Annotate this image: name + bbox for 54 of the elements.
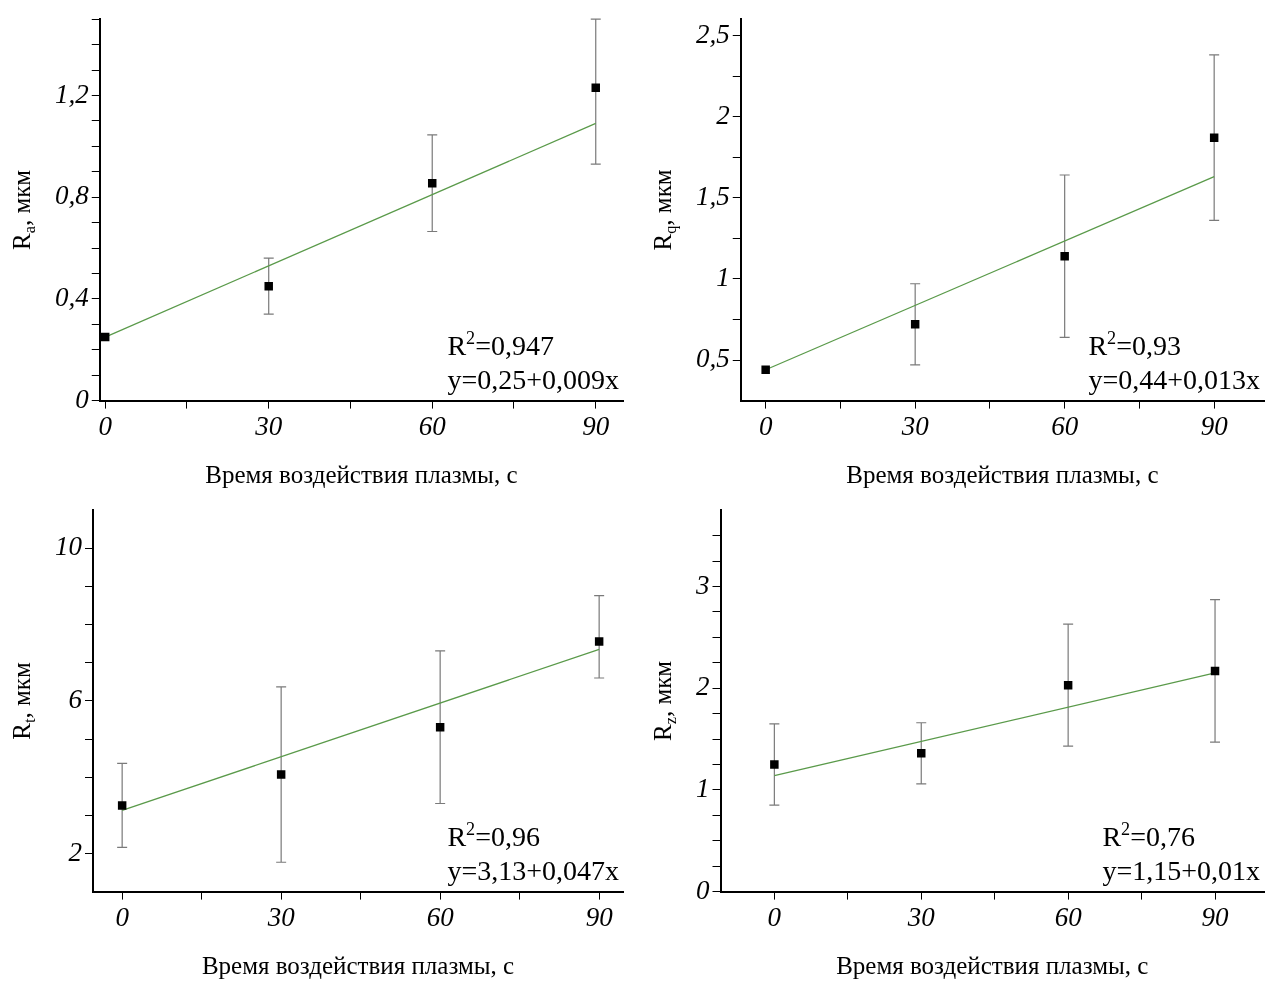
point: [770, 760, 779, 769]
x-axis-title: Время воздействия плазмы, с: [205, 461, 518, 488]
y-tick-label: 2,5: [696, 18, 730, 49]
point: [761, 365, 770, 375]
x-tick-label: 30: [906, 901, 936, 932]
annotation: y=0,44+0,013x: [1088, 363, 1261, 395]
point: [264, 281, 273, 291]
y-axis-title: Ra, мкм: [8, 169, 39, 250]
x-tick-label: 0: [758, 410, 773, 441]
x-tick-label: 90: [1201, 901, 1230, 932]
x-axis-title: Время воздействия плазмы, с: [836, 952, 1149, 979]
point: [917, 749, 926, 758]
y-tick-label: 0: [75, 383, 90, 414]
x-tick-label: 60: [1054, 901, 1083, 932]
y-tick-label: 10: [55, 531, 83, 562]
y-tick-label: 0,4: [55, 281, 89, 312]
y-tick-label: 1,5: [696, 180, 730, 211]
x-axis-title: Время воздействия плазмы, с: [201, 952, 515, 979]
x-tick-label: 90: [582, 410, 610, 441]
x-tick-label: 0: [115, 901, 130, 932]
x-tick-label: 60: [418, 410, 447, 441]
y-tick-label: 6: [68, 683, 83, 714]
annotation: y=0,25+0,009x: [447, 363, 620, 395]
x-tick-label: 60: [1051, 410, 1079, 441]
x-axis-title: Время воздействия плазмы, с: [846, 461, 1159, 488]
y-tick-label: 1: [696, 772, 710, 803]
y-axis-title: Rz, мкм: [649, 660, 680, 741]
x-tick-label: 90: [585, 901, 614, 932]
annotation: y=1,15+0,01x: [1102, 854, 1261, 886]
x-tick-label: 30: [254, 410, 283, 441]
point: [1209, 133, 1219, 142]
x-tick-label: 90: [1200, 410, 1229, 441]
point: [117, 801, 127, 810]
y-axis-title: Rt, мкм: [8, 661, 39, 740]
y-axis-title: Rq, мкм: [649, 169, 680, 251]
y-tick-label: 2: [696, 671, 710, 702]
x-tick-label: 30: [266, 901, 296, 932]
point: [594, 637, 604, 646]
point: [1060, 251, 1069, 261]
y-tick-label: 0,8: [55, 180, 90, 211]
y-tick-label: 0: [696, 874, 710, 905]
y-tick-label: 3: [695, 569, 710, 600]
y-tick-label: 1,2: [55, 78, 89, 109]
point: [276, 770, 286, 779]
y-tick-label: 0,5: [696, 343, 730, 374]
annotation: y=3,13+0,047x: [447, 854, 620, 886]
point: [910, 320, 920, 329]
x-tick-label: 30: [900, 410, 930, 441]
x-tick-label: 60: [426, 901, 455, 932]
y-tick-label: 1: [716, 261, 730, 292]
y-tick-label: 2: [716, 99, 730, 130]
x-tick-label: 0: [98, 410, 113, 441]
y-tick-label: 2: [68, 836, 82, 867]
x-tick-label: 0: [767, 901, 782, 932]
